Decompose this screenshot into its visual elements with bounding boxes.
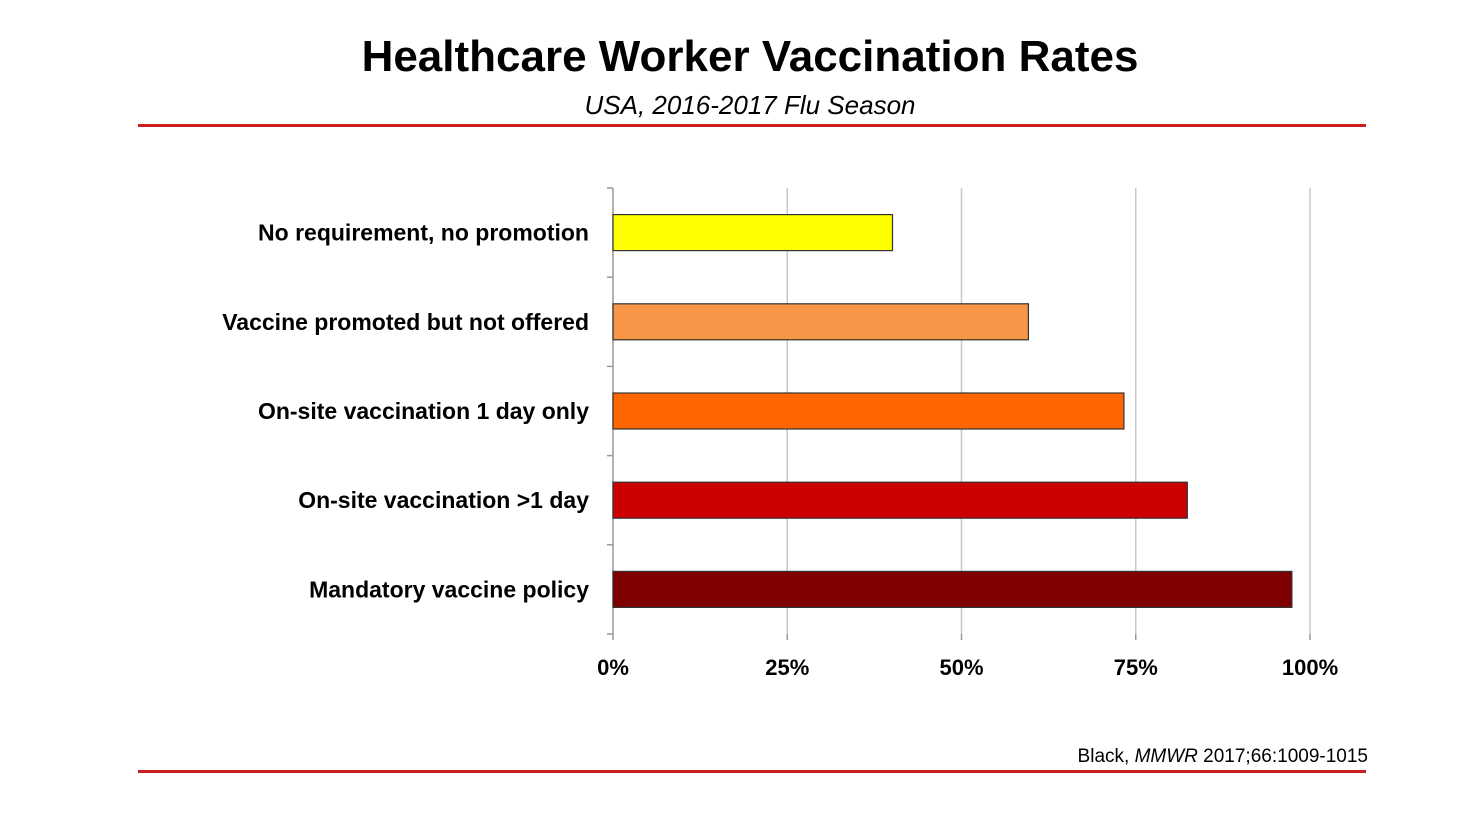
x-tick-label: 100% [1282, 655, 1338, 680]
x-tick-label: 50% [939, 655, 983, 680]
x-tick-label: 75% [1114, 655, 1158, 680]
source-author: Black, [1077, 746, 1135, 767]
source-ref: 2017;66:1009-1015 [1197, 746, 1368, 767]
category-label: Vaccine promoted but not offered [222, 309, 589, 335]
category-label: Mandatory vaccine policy [309, 576, 589, 602]
bar [612, 303, 1030, 341]
chart-subtitle: USA, 2016-2017 Flu Season [584, 90, 916, 120]
bar [612, 481, 1188, 519]
source-journal: MMWR [1134, 746, 1198, 767]
bar [612, 570, 1293, 609]
top-divider [138, 124, 1366, 127]
bar [612, 214, 894, 252]
chart-title: Healthcare Worker Vaccination Rates [361, 32, 1139, 81]
category-label: On-site vaccination 1 day only [258, 398, 589, 424]
x-tick-label: 0% [597, 655, 629, 680]
bar [612, 392, 1125, 430]
category-label: On-site vaccination >1 day [298, 487, 589, 513]
bottom-divider [138, 770, 1366, 773]
x-tick-label: 25% [765, 655, 809, 680]
source-citation: Black, MMWR 2017;66:1009-1015 [1078, 746, 1368, 768]
category-label: No requirement, no promotion [258, 220, 589, 246]
